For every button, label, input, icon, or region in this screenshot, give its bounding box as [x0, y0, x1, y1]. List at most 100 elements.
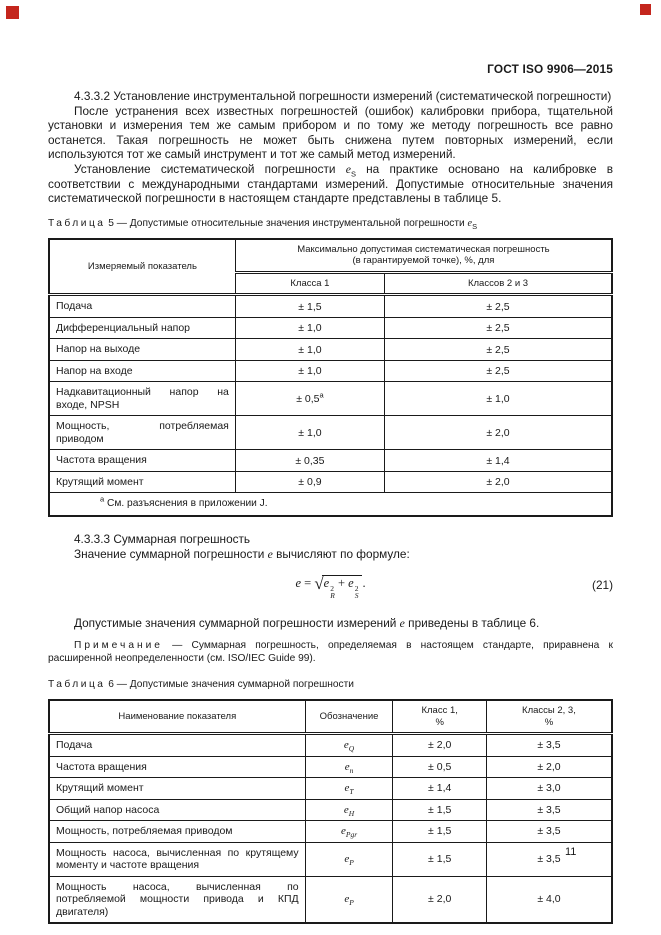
table-row: Мощность насоса, вычисленная по крутящем…	[48, 841, 613, 877]
table-6: Наименование показателя Обозначение Клас…	[48, 699, 613, 925]
table5-subheader-row: Класса 1 Классов 2 и 3	[49, 271, 613, 297]
class1-value: ± 1,0	[234, 316, 386, 340]
table5-footnote-row: a См. разъяснения в приложении J.	[48, 492, 613, 517]
class23-value: ± 3,5	[485, 841, 613, 877]
parameter-name: Мощность, потребляемая приводом	[48, 820, 306, 843]
class23-value: ± 2,0	[384, 415, 613, 451]
table5-class1-header: Класса 1	[234, 271, 386, 297]
parameter-name: Напор на входе	[48, 359, 236, 383]
class1-value: ± 1,0	[234, 338, 386, 361]
class1-value: ± 1,5	[392, 798, 487, 822]
symbol-e: e	[267, 546, 273, 561]
class23-value: ± 4,0	[485, 875, 613, 924]
parameter-name: Частота вращения	[48, 449, 236, 472]
symbol-value: en	[304, 755, 394, 779]
class23-value: ± 3,0	[485, 777, 613, 800]
section-heading-4332: 4.3.3.2 Установление инструментальной по…	[74, 89, 612, 103]
table-row: Подача ± 1,5 ± 2,5	[48, 294, 613, 318]
parameter-name: Подача	[48, 294, 236, 318]
parameter-name: Крутящий момент	[48, 777, 306, 800]
class23-value: ± 2,0	[384, 470, 613, 494]
class23-value: ± 1,4	[384, 449, 613, 472]
scan-registration-mark	[6, 6, 19, 19]
parameter-name: Частота вращения	[48, 755, 306, 779]
table-row: Частота вращения ± 0,35 ± 1,4	[48, 449, 613, 472]
class1-value: ± 0,5a	[234, 381, 386, 417]
table-row: Мощность насоса, вычисленная по потребля…	[48, 875, 613, 924]
class23-value: ± 3,5	[485, 820, 613, 843]
class1-value: ± 2,0	[392, 733, 487, 757]
table6-symbol-header: Обозначение	[304, 699, 394, 736]
table6-name-header: Наименование показателя	[48, 699, 306, 736]
class23-value: ± 2,5	[384, 359, 613, 383]
table5-span-header: Максимально допустимая систематическая п…	[234, 238, 613, 274]
document-header: ГОСТ ISO 9906—2015	[487, 62, 613, 76]
table-5: Измеряемый показатель Максимально допуст…	[48, 237, 613, 518]
class1-value: ± 0,9	[234, 470, 386, 494]
class23-value: ± 2,0	[485, 755, 613, 779]
table-row: Напор на входе ± 1,0 ± 2,5	[48, 359, 613, 383]
paragraph: Допустимые значения суммарной погрешност…	[74, 616, 540, 631]
note: Примечание — Суммарная погрешность, опре…	[48, 640, 613, 665]
equation-number: (21)	[592, 578, 613, 593]
table5-footnote: a См. разъяснения в приложении J.	[48, 492, 613, 517]
radical-icon: √	[314, 574, 324, 594]
class1-value: ± 1,4	[392, 777, 487, 800]
parameter-name: Общий напор насоса	[48, 798, 306, 822]
page-content: ГОСТ ISO 9906—2015 4.3.3.2 Установление …	[48, 0, 613, 925]
class1-value: ± 1,5	[392, 820, 487, 843]
table-row: Напор на выходе ± 1,0 ± 2,5	[48, 338, 613, 361]
table-row: Частота вращения en ± 0,5 ± 2,0	[48, 755, 613, 779]
parameter-name: Мощность насоса, вычисленная по крутящем…	[48, 841, 306, 877]
symbol-value: eP	[304, 875, 394, 924]
class1-value: ± 1,0	[234, 359, 386, 383]
class23-value: ± 3,5	[485, 798, 613, 822]
table-row: Мощность, потребляемая приводом ePgr ± 1,5…	[48, 820, 613, 843]
table5-caption: Таблица 5 — Допустимые относительные зна…	[48, 217, 478, 231]
class1-value: ± 1,5	[234, 294, 386, 318]
symbol-value: eQ	[304, 733, 394, 757]
class23-value: ± 2,5	[384, 294, 613, 318]
class23-value: ± 2,5	[384, 338, 613, 361]
table-row: Крутящий момент ± 0,9 ± 2,0	[48, 470, 613, 494]
parameter-name: Надкавитационный напор на входе, NPSH	[48, 381, 236, 417]
parameter-name: Мощность насоса, вычисленная по потребля…	[48, 875, 306, 924]
table-row: Общий напор насоса eH ± 1,5 ± 3,5	[48, 798, 613, 822]
table6-caption: Таблица 6 — Допустимые значения суммарно…	[48, 679, 354, 691]
table6-class1-header: Класс 1, %	[392, 699, 487, 736]
table-row: Крутящий момент eT ± 1,4 ± 3,0	[48, 777, 613, 800]
class23-value: ± 1,0	[384, 381, 613, 417]
table6-class23-header: Классы 2, 3, %	[485, 699, 613, 736]
page-number: 11	[565, 846, 577, 858]
class23-value: ± 3,5	[485, 733, 613, 757]
table5-col1-header: Измеряемый показатель	[48, 238, 236, 297]
class1-value: ± 0,35	[234, 449, 386, 472]
symbol-value: eT	[304, 777, 394, 800]
class1-value: ± 1,5	[392, 841, 487, 877]
class1-value: ± 0,5	[392, 755, 487, 779]
table5-header-row: Измеряемый показатель Максимально допуст…	[48, 238, 613, 297]
parameter-name: Напор на выходе	[48, 338, 236, 361]
parameter-name: Мощность, потребляемая приводом	[48, 415, 236, 451]
symbol-value: ePgr	[304, 820, 394, 843]
symbol-es: e	[467, 217, 473, 229]
class23-value: ± 2,5	[384, 316, 613, 340]
table6-header-row: Наименование показателя Обозначение Клас…	[48, 699, 613, 736]
parameter-name: Дифференциальный напор	[48, 316, 236, 340]
class1-value: ± 1,0	[234, 415, 386, 451]
table-row: Дифференциальный напор ± 1,0 ± 2,5	[48, 316, 613, 340]
scan-registration-mark	[640, 4, 651, 15]
table-row: Подача eQ ± 2,0 ± 3,5	[48, 733, 613, 757]
table-row: Надкавитационный напор на входе, NPSH ± 0…	[48, 381, 613, 417]
parameter-name: Крутящий момент	[48, 470, 236, 494]
symbol-es: e	[345, 161, 351, 176]
paragraph: Значение суммарной погрешности e вычисля…	[74, 546, 410, 561]
symbol-e: e	[399, 616, 405, 631]
table-row: Мощность, потребляемая приводом ± 1,0 ± 2,…	[48, 415, 613, 451]
symbol-value: eH	[304, 798, 394, 822]
paragraph: После устранения всех известных погрешно…	[48, 103, 613, 162]
section-heading-4333: 4.3.3.3 Суммарная погрешность	[74, 532, 251, 547]
symbol-value: eP	[304, 841, 394, 877]
